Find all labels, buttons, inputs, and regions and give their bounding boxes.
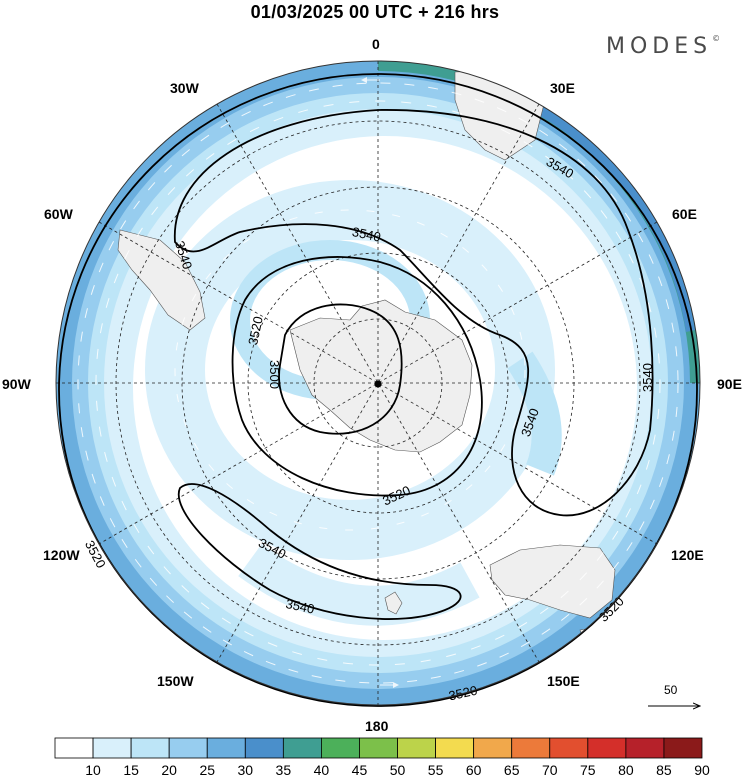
colorbar-tick-label: 60 [465, 762, 482, 778]
colorbar-tick-label: 70 [541, 762, 558, 778]
brand-logo: MODES© [606, 34, 720, 59]
colorbar-tick-label: 85 [656, 762, 672, 778]
colorbar-tick-label: 75 [580, 762, 596, 778]
colorbar-tick-label: 10 [85, 762, 101, 778]
colorbar-tick-label: 90 [694, 762, 710, 778]
colorbar-tick-label: 55 [427, 762, 444, 778]
colorbar-tick-label: 15 [123, 762, 139, 778]
colorbar-tick-label: 40 [313, 762, 330, 778]
colorbar-tick-label: 45 [351, 762, 368, 778]
meridian-60e-120w [98, 221, 658, 545]
stream-arrow-sw [109, 599, 125, 613]
contour-label-3540-a: 3540 [351, 224, 382, 245]
streamline-mid [95, 100, 661, 666]
lon-label-90w: 90W [2, 376, 32, 392]
lon-label-0: 0 [372, 36, 380, 52]
graticule [56, 61, 700, 705]
lon-label-60w: 60W [44, 206, 74, 222]
longitude-labels: 0 30E 60E 90E 120E 150E 180 150W 120W 90… [2, 36, 742, 734]
land-masses [117, 69, 616, 645]
lon-label-150e: 150E [547, 673, 580, 689]
colorbar-swatch [663, 737, 703, 759]
streamline-jet [174, 209, 526, 531]
south-pole-marker [374, 380, 382, 388]
colorbar-swatch [206, 737, 246, 759]
meridian-60w-120e [98, 221, 658, 545]
colorbar-swatch [282, 737, 322, 759]
colorbar-tick-label: 80 [618, 762, 634, 778]
lon-label-30e: 30E [550, 80, 575, 96]
contour-3520-outer [58, 73, 698, 707]
lon-label-30w: 30W [170, 80, 200, 96]
contour-label-3520-d: 3520 [447, 683, 478, 704]
contour-label-3540-g: 3540 [284, 596, 315, 617]
colorbar-tick-label: 30 [237, 762, 254, 778]
height-contours [58, 73, 698, 707]
colorbar-tick-label: 20 [161, 762, 177, 778]
brand-mark: © [712, 33, 721, 43]
south-america [117, 229, 206, 331]
colorbar-swatch [587, 737, 627, 759]
brand-name: MODES [606, 34, 713, 59]
meridian-30e-150w [216, 103, 540, 663]
map-title: 01/03/2025 00 UTC + 216 hrs [250, 2, 500, 22]
colorbar-swatch [321, 737, 360, 759]
colorbar-swatch [359, 737, 398, 759]
stream-arrow-nw [107, 169, 121, 185]
colorbar-tick-label: 35 [275, 762, 292, 778]
contour-label-3500: 3500 [267, 360, 282, 389]
colorbar-swatch [549, 737, 589, 759]
colorbar-swatch [397, 737, 436, 759]
contour-label-3520-a: 3520 [245, 315, 266, 346]
meridian-30w-150e [216, 103, 540, 663]
antarctica [289, 299, 473, 453]
colorbar-swatch [435, 737, 475, 759]
contour-label-3540-d: 3540 [640, 363, 655, 392]
lon-label-90e: 90E [717, 376, 742, 392]
stream-arrow-se [649, 589, 661, 605]
wind-reference-label: 50 [664, 683, 678, 697]
colorbar-swatch [54, 737, 94, 759]
lon-label-180: 180 [365, 718, 389, 734]
new-zealand [384, 591, 403, 615]
colorbar-swatch [473, 737, 513, 759]
colorbar-tick-label: 65 [503, 762, 520, 778]
contour-3540-outer [174, 109, 654, 517]
streamline-outer [77, 82, 679, 684]
contour-3500 [278, 303, 403, 435]
jet-arc-south [238, 543, 480, 626]
lon-label-120e: 120E [671, 547, 704, 563]
contour-3520-inner [231, 256, 483, 497]
colorbar-tick-label: 50 [389, 762, 406, 778]
stream-arrow-ne [639, 149, 656, 163]
colorbar-swatch [92, 737, 132, 759]
australia [489, 544, 616, 619]
lon-label-150w: 150W [157, 673, 194, 689]
colorbar [54, 737, 703, 759]
tasmania [579, 627, 597, 645]
lon-label-60e: 60E [672, 206, 697, 222]
colorbar-swatch [130, 737, 170, 759]
colorbar-swatch [625, 737, 665, 759]
contour-3540-south [177, 483, 462, 620]
wind-streamlines [77, 77, 679, 688]
lon-label-120w: 120W [43, 547, 80, 563]
colorbar-swatch [511, 737, 551, 759]
map-boundary [55, 60, 701, 706]
colorbar-tick-label: 25 [199, 762, 216, 778]
colorbar-swatch [244, 737, 284, 759]
colorbar-swatch [168, 737, 208, 759]
